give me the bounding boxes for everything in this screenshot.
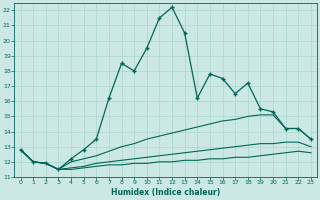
X-axis label: Humidex (Indice chaleur): Humidex (Indice chaleur) [111, 188, 220, 197]
